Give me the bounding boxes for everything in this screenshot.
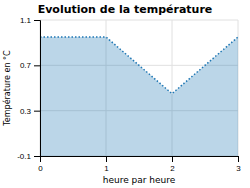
y-axis-line: [34, 21, 41, 157]
y-tick-mark: [34, 111, 40, 112]
x-tick-mark: [172, 156, 173, 162]
x-tick-label: 0: [38, 164, 43, 173]
y-tick: 0.7: [20, 61, 40, 70]
x-axis: 0 1 2 3: [38, 156, 241, 173]
y-tick-label: -0.1: [17, 152, 31, 161]
x-tick: 0: [38, 156, 43, 173]
grid: [40, 20, 238, 156]
y-tick: 1.1: [20, 16, 40, 25]
y-tick-label: 0.7: [20, 61, 32, 70]
x-tick-label: 3: [236, 164, 241, 173]
x-tick-mark: [106, 156, 107, 162]
y-tick-label: 0.3: [20, 107, 32, 116]
y-tick-label: 1.1: [20, 16, 32, 25]
y-axis-title: Température en °C: [2, 50, 12, 127]
y-tick-mark: [34, 20, 40, 21]
marks: [40, 37, 238, 156]
x-tick-label: 1: [104, 164, 109, 173]
area: [40, 37, 238, 156]
x-tick-mark: [238, 156, 239, 162]
x-axis-line: [41, 157, 239, 163]
y-tick-mark: [34, 65, 40, 66]
x-tick-label: 2: [170, 164, 175, 173]
y-tick: 0.3: [20, 107, 40, 116]
y-tick: -0.1: [17, 152, 40, 161]
x-tick: 2: [170, 156, 175, 173]
y-tick-mark: [34, 156, 40, 157]
title: Evolution de la température: [38, 3, 213, 16]
grid-line-y: [40, 20, 238, 21]
chart: 0 1 2 3 -0.1 0.3 0.7 1.1 Evolution de la tempéra…: [0, 0, 250, 188]
x-axis-title: heure par heure: [103, 175, 176, 185]
y-axis: -0.1 0.3 0.7 1.1: [17, 16, 40, 161]
x-tick: 1: [104, 156, 109, 173]
line: [40, 37, 238, 94]
x-tick: 3: [236, 156, 241, 173]
plot: 0 1 2 3 -0.1 0.3 0.7 1.1: [17, 16, 241, 173]
